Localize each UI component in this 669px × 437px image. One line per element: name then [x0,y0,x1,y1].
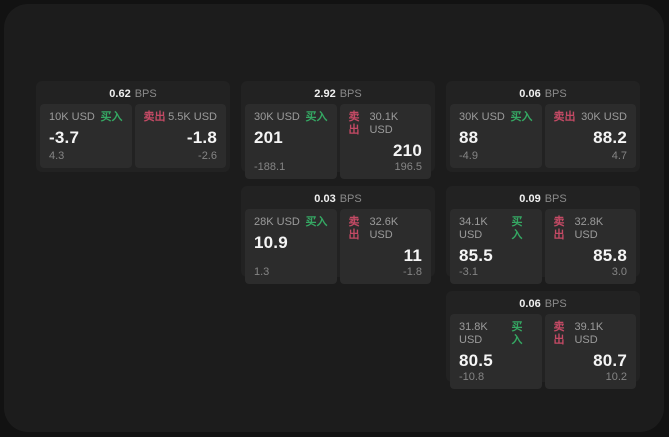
buy-panel[interactable]: 30K USD 买入 88 -4.9 [450,104,542,168]
quote-card: 0.62 BPS 10K USD 买入 -3.7 4.3 卖出 5.5K USD [36,81,230,172]
quote-card-grid: 0.62 BPS 10K USD 买入 -3.7 4.3 卖出 5.5K USD [36,81,640,389]
sell-price: 80.7 [593,351,627,370]
buy-price: 88 [459,128,479,147]
sell-button[interactable]: 卖出 [143,111,166,123]
buy-panel[interactable]: 30K USD 买入 201 -188.1 [245,104,337,179]
buy-delta: -4.9 [459,150,478,162]
buy-delta: -188.1 [254,161,286,173]
sell-panel[interactable]: 卖出 32.6K USD 11 -1.8 [339,209,431,284]
sell-button[interactable]: 卖出 [348,111,360,136]
sell-price: 85.8 [593,246,627,265]
sell-button[interactable]: 卖出 [553,216,565,241]
buy-panel[interactable]: 10K USD 买入 -3.7 4.3 [40,104,132,168]
sell-delta: 196.5 [394,161,422,173]
spread-value: 0.03 [314,193,336,205]
spread-unit: BPS [339,193,362,205]
buy-amount: 10K USD [49,111,95,123]
spread-unit: BPS [544,298,567,310]
sell-delta: -2.6 [198,150,217,162]
sell-delta: -1.8 [403,266,422,278]
sell-button[interactable]: 卖出 [553,321,565,346]
sell-amount: 30K USD [581,111,627,123]
spread-header: 0.06 BPS [450,295,636,314]
sell-price: 11 [403,246,422,265]
buy-button[interactable]: 买入 [511,321,523,346]
quote-card: 0.03 BPS 28K USD 买入 10.9 1.3 卖出 32.6K US… [241,186,435,284]
sell-panel[interactable]: 卖出 30.1K USD 210 196.5 [339,104,431,179]
sell-amount: 32.6K USD [369,216,399,241]
buy-button[interactable]: 买入 [305,111,328,123]
buy-panel[interactable]: 31.8K USD 买入 80.5 -10.8 [450,314,542,389]
sell-amount: 5.5K USD [168,111,217,123]
sell-amount: 30.1K USD [369,111,399,136]
buy-price: 10.9 [254,233,288,252]
buy-price: -3.7 [49,128,80,147]
spread-header: 2.92 BPS [245,85,431,104]
quote-card: 0.06 BPS 31.8K USD 买入 80.5 -10.8 卖出 39.1… [446,291,640,389]
sell-button[interactable]: 卖出 [553,111,576,123]
spread-unit: BPS [134,88,157,100]
sell-delta: 4.7 [611,150,627,162]
buy-delta: 1.3 [254,266,270,278]
sell-price: -1.8 [186,128,217,147]
spread-unit: BPS [544,88,567,100]
buy-price: 201 [254,128,283,147]
buy-price: 80.5 [459,351,493,370]
spread-value: 0.62 [109,88,131,100]
buy-delta: 4.3 [49,150,65,162]
quote-card: 2.92 BPS 30K USD 买入 201 -188.1 卖出 30.1K … [241,81,435,179]
buy-button[interactable]: 买入 [510,111,533,123]
sell-panel[interactable]: 卖出 39.1K USD 80.7 10.2 [544,314,636,389]
buy-panel[interactable]: 28K USD 买入 10.9 1.3 [245,209,337,284]
buy-button[interactable]: 买入 [305,216,328,228]
buy-amount: 30K USD [254,111,300,123]
spread-value: 2.92 [314,88,336,100]
spread-value: 0.06 [519,88,541,100]
sell-panel[interactable]: 卖出 30K USD 88.2 4.7 [544,104,636,168]
spread-header: 0.06 BPS [450,85,636,104]
buy-delta: -3.1 [459,266,478,278]
buy-button[interactable]: 买入 [511,216,523,241]
spread-header: 0.62 BPS [40,85,226,104]
sell-amount: 39.1K USD [574,321,604,346]
buy-amount: 30K USD [459,111,505,123]
spread-value: 0.09 [519,193,541,205]
buy-price: 85.5 [459,246,493,265]
buy-amount: 31.8K USD [459,321,488,346]
sell-panel[interactable]: 卖出 32.8K USD 85.8 3.0 [544,209,636,284]
spread-header: 0.03 BPS [245,190,431,209]
sell-delta: 3.0 [611,266,627,278]
sell-button[interactable]: 卖出 [348,216,360,241]
spread-value: 0.06 [519,298,541,310]
buy-panel[interactable]: 34.1K USD 买入 85.5 -3.1 [450,209,542,284]
sell-price: 88.2 [593,128,627,147]
sell-delta: 10.2 [605,371,627,383]
sell-panel[interactable]: 卖出 5.5K USD -1.8 -2.6 [134,104,226,168]
spread-unit: BPS [339,88,362,100]
buy-amount: 28K USD [254,216,300,228]
spread-header: 0.09 BPS [450,190,636,209]
quote-card: 0.09 BPS 34.1K USD 买入 85.5 -3.1 卖出 32.8K… [446,186,640,284]
quote-board-surface: 0.62 BPS 10K USD 买入 -3.7 4.3 卖出 5.5K USD [4,4,664,432]
buy-delta: -10.8 [459,371,485,383]
buy-amount: 34.1K USD [459,216,488,241]
spread-unit: BPS [544,193,567,205]
quote-card: 0.06 BPS 30K USD 买入 88 -4.9 卖出 30K USD [446,81,640,172]
sell-amount: 32.8K USD [574,216,604,241]
buy-button[interactable]: 买入 [100,111,123,123]
sell-price: 210 [393,141,422,160]
